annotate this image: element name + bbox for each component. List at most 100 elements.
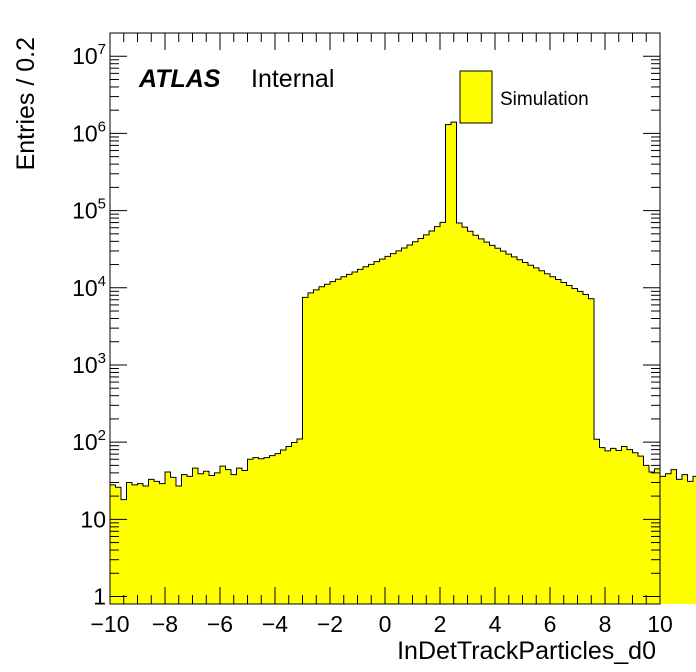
histogram-bin [165,472,171,604]
histogram-bin [429,230,435,605]
histogram-bin [291,442,298,604]
histogram-bin [363,266,369,604]
y-tick-labels: 1 10 102 103 104 105 106 107 [72,41,106,609]
histogram-bin [495,248,501,604]
histogram-bin [539,270,545,604]
legend-swatch [459,70,493,124]
histogram-bin [599,447,606,604]
internal-label: Internal [251,65,334,93]
histogram-bin [401,247,408,604]
y-tick-label: 103 [72,350,106,378]
legend-entry-simulation: Simulation [500,89,589,110]
y-tick-label: 104 [72,273,106,301]
histogram-outline [109,121,696,604]
histogram-bin [687,481,694,604]
histogram-bin [258,458,265,604]
histogram-bin [616,450,622,604]
histogram-bin [440,222,446,604]
histogram-bin [143,486,149,604]
histogram-bin [638,456,644,604]
histogram-bin [500,251,507,605]
histogram-bin [203,471,210,604]
histogram-bin [588,298,595,604]
histogram-bin [297,438,303,604]
histogram-bin [385,256,391,604]
x-tick-label: −2 [317,611,343,637]
histogram-bin [253,457,259,604]
histogram-bin [198,473,204,604]
histogram-bin [660,476,666,604]
histogram-bin [682,474,688,604]
histogram-bin [313,289,320,604]
histogram-bin [110,484,116,604]
histogram-bin [555,279,562,604]
histogram-bin [693,476,696,604]
histogram-bin [368,264,375,604]
y-tick-label: 105 [72,196,106,224]
histogram-bars [109,121,696,605]
histogram-bin [407,245,413,604]
histogram-bin [220,466,226,604]
histogram-bin [242,470,248,604]
histogram-bin [522,262,529,604]
histogram-bin [379,259,386,604]
histogram-bin [561,282,567,604]
histogram-bin [352,272,358,604]
x-axis-label: InDetTrackParticles_d0 [397,637,656,665]
histogram-bin [346,274,353,604]
histogram-bin [423,234,430,604]
histogram-bin [445,124,452,604]
histogram-bin [137,483,144,604]
histogram-bin [621,446,628,604]
x-tick-labels: −10 −8 −6 −4 −2 0 2 4 6 8 10 [90,611,672,637]
histogram-bin [577,291,584,604]
histogram-bin [330,281,336,604]
histogram-bin [357,269,364,604]
histogram-bin [269,455,276,604]
histogram-bin [412,241,419,605]
histogram-bin [115,487,122,604]
histogram-bin [489,245,496,605]
histogram-bin [473,235,479,605]
histogram-bin [390,253,397,604]
histogram-bin [148,479,155,604]
histogram-bin [236,468,243,604]
histogram-bin [275,453,281,604]
histogram-bin [187,476,193,604]
histogram-bin [566,285,573,604]
x-tick-label: 8 [599,611,612,637]
y-axis-label: Entries / 0.2 [12,37,40,170]
histogram-bin [225,469,232,604]
histogram-bin [594,439,600,604]
histogram-bin [533,267,540,604]
histogram-bin [632,452,639,604]
histogram-bin [231,474,237,604]
histogram-bin [396,250,402,605]
x-tick-label: 0 [379,611,392,637]
histogram-bin [528,265,534,604]
histogram-bin [627,449,633,604]
histogram-bin [192,468,199,604]
histogram-bin [462,227,468,605]
histogram-bin [319,286,325,604]
histogram-bin [511,256,518,604]
x-tick-label: 10 [647,611,673,637]
x-tick-label: 4 [489,611,502,637]
histogram-bin [484,242,490,604]
histogram-bin [302,297,309,604]
histogram-bin [456,223,463,604]
histogram-bin [605,450,611,604]
x-tick-label: 6 [544,611,557,637]
histogram-bin [478,238,485,604]
y-tick-label: 1 [93,584,106,610]
x-tick-label: −10 [90,611,129,637]
histogram-bin [572,288,578,604]
atlas-label: ATLAS [138,65,221,93]
histogram-bin [649,472,655,604]
histogram-bin [159,483,166,604]
y-tick-label: 106 [72,118,106,146]
x-tick-label: 2 [434,611,447,637]
histogram-bin [286,446,292,604]
y-axis-ticks [110,32,660,598]
